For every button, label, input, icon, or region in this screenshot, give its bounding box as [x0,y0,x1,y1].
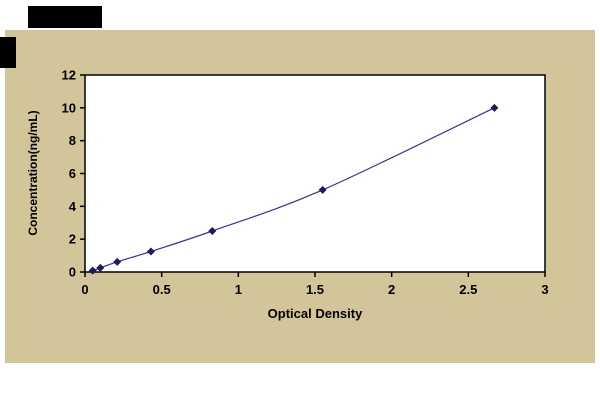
data-point-marker [146,247,155,256]
x-tick-label: 2 [388,282,395,297]
standard-curve-chart: 0 0.5 1 1.5 2 2.5 3 0 2 4 6 8 10 12 [62,68,549,298]
y-tick-label: 2 [69,232,76,247]
y-tick-label: 12 [62,68,76,83]
y-tick-label: 0 [69,265,76,280]
data-point-marker [490,103,499,112]
x-tick-label: 1 [235,282,242,297]
x-tick-label: 2.5 [459,282,477,297]
x-axis-label: Optical Density [267,306,363,321]
y-tick-label: 6 [69,166,76,181]
y-tick-label: 8 [69,133,76,148]
plot-area [84,74,546,273]
x-tick-label: 0.5 [153,282,171,297]
y-axis-label: Concentration(ng/mL) [26,110,40,236]
x-tick-label: 1.5 [306,282,324,297]
x-tick-label: 3 [541,282,548,297]
redaction-bar-left [0,37,16,68]
redaction-bar-top [28,6,102,28]
data-point-marker [96,263,105,272]
y-tick-label: 4 [69,199,77,214]
y-tick-label: 10 [62,100,76,115]
data-point-marker [208,226,217,235]
x-tick-label: 0 [81,282,88,297]
data-point-marker [318,185,327,194]
chart-panel: 0 0.5 1 1.5 2 2.5 3 0 2 4 6 8 10 12 [5,30,595,363]
data-point-marker [113,257,122,266]
data-point-marker [88,266,97,275]
